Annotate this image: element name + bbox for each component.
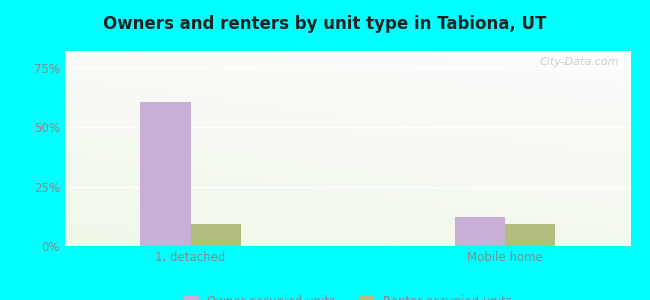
Text: City-Data.com: City-Data.com	[540, 57, 619, 67]
Legend: Owner occupied units, Renter occupied units: Owner occupied units, Renter occupied un…	[183, 295, 512, 300]
Bar	[140, 102, 190, 246]
Bar	[505, 224, 555, 246]
Text: Owners and renters by unit type in Tabiona, UT: Owners and renters by unit type in Tabio…	[103, 15, 547, 33]
Bar	[190, 224, 241, 246]
Bar	[454, 217, 505, 246]
